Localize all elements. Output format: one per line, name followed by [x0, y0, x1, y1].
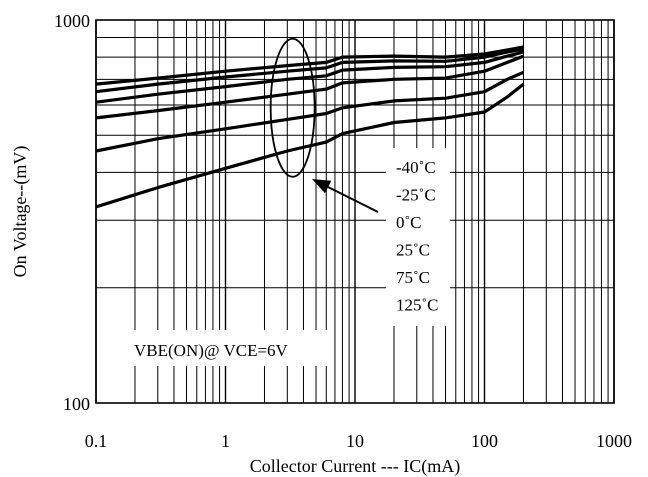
series-line — [95, 54, 525, 120]
series-line — [95, 82, 525, 209]
y-axis-label: On Voltage--(mV) — [10, 146, 31, 278]
legend-label: -40˚C — [396, 158, 436, 177]
temperature-ellipse — [269, 37, 316, 178]
legend-label: 25˚C — [396, 241, 430, 260]
minor-grid — [96, 20, 614, 403]
x-tick-label: 10 — [346, 431, 364, 451]
annotation-group: -40˚C -25˚C 0˚C 25˚C 75˚C 125˚C VBE(ON)@ VCE=… — [128, 37, 450, 366]
legend-label: -25˚C — [396, 186, 436, 205]
legend-label: 0˚C — [396, 213, 422, 232]
pointer-arrowhead — [312, 179, 332, 194]
series-line — [95, 70, 525, 153]
legend-labels: -40˚C -25˚C 0˚C 25˚C 75˚C 125˚C — [396, 158, 439, 315]
series-lines — [95, 45, 525, 209]
x-tick-label: 1 — [221, 431, 230, 451]
legend-box — [386, 148, 450, 326]
condition-box — [128, 330, 334, 366]
pointer-arrow — [323, 184, 379, 213]
x-tick-label: 100 — [471, 431, 498, 451]
x-tick-labels: 0.1 1 10 100 1000 — [85, 431, 632, 451]
y-tick-labels: 100 1000 — [54, 11, 90, 414]
series-line — [95, 45, 524, 86]
series-line — [95, 50, 524, 104]
y-tick-label: 100 — [63, 394, 90, 414]
y-tick-label: 1000 — [54, 11, 90, 31]
x-tick-label: 0.1 — [85, 431, 108, 451]
x-tick-label: 1000 — [596, 431, 632, 451]
condition-label: VBE(ON)@ VCE=6V — [134, 341, 289, 360]
legend-label: 75˚C — [396, 268, 430, 287]
plot-frame — [95, 19, 615, 404]
legend-label: 125˚C — [396, 296, 439, 315]
x-axis-label: Collector Current --- IC(mA) — [250, 456, 460, 477]
series-line — [95, 47, 524, 94]
